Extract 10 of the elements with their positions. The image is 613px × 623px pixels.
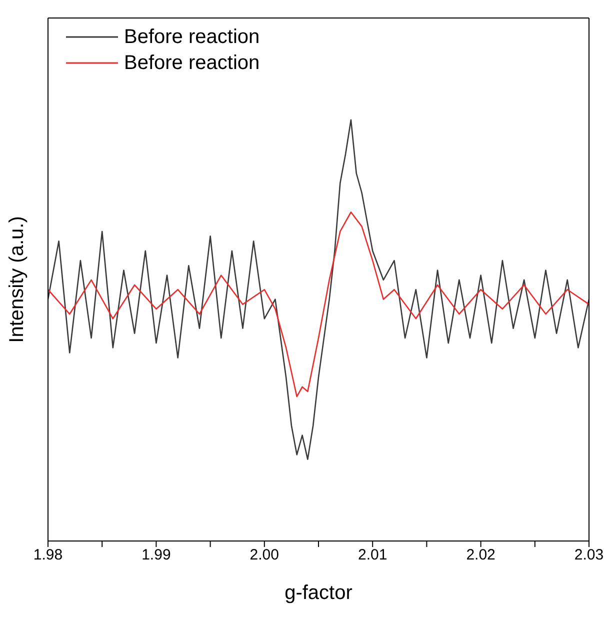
x-tick-label: 2.02 (466, 546, 496, 564)
x-axis-title: g-factor (284, 582, 353, 604)
x-tick-label: 1.99 (142, 546, 171, 564)
legend-label: Before reaction (124, 51, 260, 76)
y-axis-title: Intensity (a.u.) (6, 216, 28, 343)
x-tick-label: 2.01 (358, 546, 388, 564)
x-tick-label: 2.00 (250, 546, 279, 564)
x-tick-label: 1.98 (33, 546, 63, 564)
legend-label: Before reaction (124, 25, 260, 50)
x-tick-label: 2.03 (574, 546, 604, 564)
